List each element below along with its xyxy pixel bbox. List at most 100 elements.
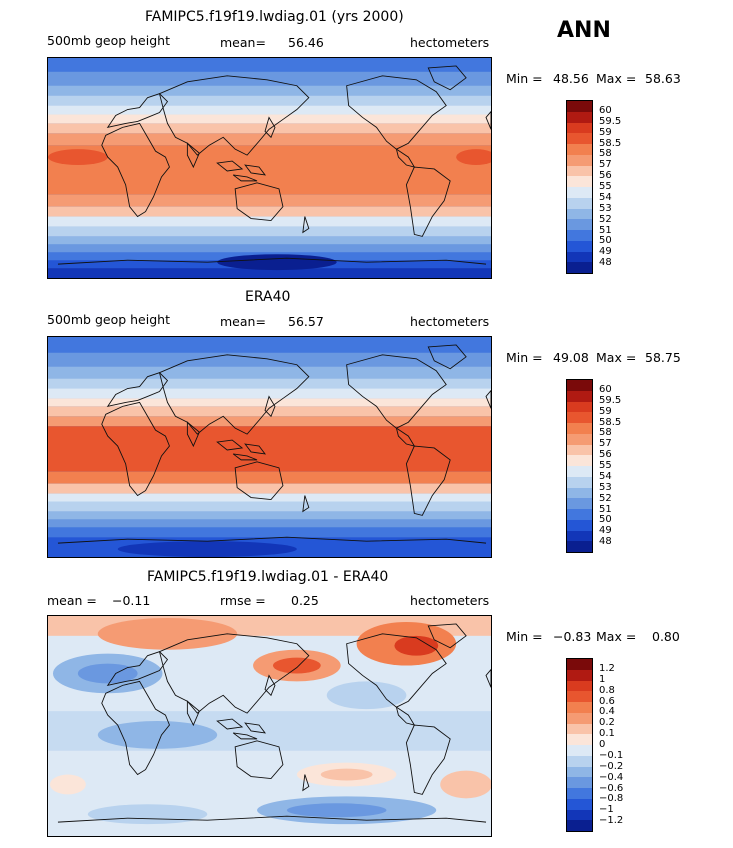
colorbar-tick-label: 53: [599, 202, 612, 214]
colorbar-tick-label: 58: [599, 148, 612, 160]
colorbar-segment: [567, 154, 592, 166]
colorbar-tick-label: 57: [599, 438, 612, 450]
panel2-min-value: 49.08: [553, 350, 589, 365]
colorbar-segment: [567, 498, 592, 509]
panel1-min-value: 48.56: [553, 71, 589, 86]
colorbar-segment: [567, 680, 592, 692]
colorbar-tick-label: 59.5: [599, 115, 622, 127]
colorbar-segment: [567, 165, 592, 177]
colorbar-tick-label: 0.2: [599, 717, 615, 729]
panel2-min-label: Min =: [506, 350, 543, 365]
colorbar-segment: [567, 530, 592, 542]
colorbar-tick-label: 59: [599, 126, 612, 138]
colorbar-segment: [567, 487, 592, 499]
panel3-rmse-value: 0.25: [291, 593, 319, 608]
colorbar-tick-label: 53: [599, 481, 612, 493]
colorbar-segment: [567, 509, 592, 520]
colorbar-tick-label: 59: [599, 405, 612, 417]
panel1-mean-value: 56.46: [288, 35, 324, 50]
colorbar-segment: [567, 659, 592, 670]
colorbar-segment: [567, 777, 592, 788]
colorbar-segment: [567, 702, 592, 713]
colorbar-tick-label: 0.8: [599, 684, 615, 696]
colorbar-tick-label: 1: [599, 673, 606, 685]
colorbar-segment: [567, 798, 592, 810]
panel2-mean-value: 56.57: [288, 314, 324, 329]
colorbar-segment: [567, 788, 592, 799]
colorbar-tick-label: −0.2: [599, 760, 624, 772]
colorbar-tick-label: 50: [599, 235, 612, 247]
panel3-min-label: Min =: [506, 629, 543, 644]
panel2-title: ERA40: [245, 289, 291, 305]
colorbar-tick-label: 50: [599, 514, 612, 526]
colorbar-segment: [567, 433, 592, 445]
panel3-max-label: Max =: [596, 629, 637, 644]
colorbar-segment: [567, 133, 592, 144]
colorbar-tick-label: −0.6: [599, 782, 624, 794]
colorbar-segment: [567, 519, 592, 531]
panel1-map: [47, 57, 492, 279]
colorbar-segment: [567, 541, 592, 552]
colorbar-tick-label: −1.2: [599, 815, 624, 827]
colorbar-segment: [567, 197, 592, 209]
colorbar-segment: [567, 208, 592, 220]
colorbar-segment: [567, 444, 592, 456]
colorbar-tick-label: 58: [599, 427, 612, 439]
panel1-colorbar: [566, 100, 593, 274]
panel3-mean-label: mean =: [47, 593, 97, 608]
colorbar-segment: [567, 230, 592, 241]
panel1-title: FAMIPC5.f19f19.lwdiag.01 (yrs 2000): [145, 9, 404, 25]
colorbar-segment: [567, 122, 592, 134]
season-label: ANN: [557, 18, 611, 43]
colorbar-tick-label: 49: [599, 246, 612, 258]
colorbar-segment: [567, 734, 592, 745]
colorbar-segment: [567, 723, 592, 735]
colorbar-segment: [567, 691, 592, 702]
colorbar-segment: [567, 766, 592, 778]
panel1-variable-label: 500mb geop height: [47, 33, 170, 48]
colorbar-tick-label: 54: [599, 470, 612, 482]
colorbar-tick-label: 56: [599, 449, 612, 461]
panel1-units: hectometers: [410, 35, 490, 50]
colorbar-tick-label: −0.4: [599, 771, 624, 783]
colorbar-tick-label: 0.4: [599, 706, 615, 718]
colorbar-tick-label: −0.8: [599, 793, 624, 805]
colorbar-tick-label: 56: [599, 170, 612, 182]
colorbar-tick-label: 48: [599, 257, 612, 269]
panel1-mean-label: mean=: [220, 35, 266, 50]
panel3-units: hectometers: [410, 593, 490, 608]
colorbar-tick-label: −0.1: [599, 749, 624, 761]
colorbar-tick-label: 51: [599, 224, 612, 236]
colorbar-tick-label: 55: [599, 181, 612, 192]
panel1-max-value: 58.63: [645, 71, 681, 86]
panel3-map: [47, 615, 492, 837]
colorbar-tick-label: 48: [599, 536, 612, 548]
colorbar-tick-label: 60: [599, 383, 612, 395]
colorbar-tick-label: 52: [599, 213, 612, 225]
colorbar-segment: [567, 712, 592, 724]
panel2-mean-label: mean=: [220, 314, 266, 329]
colorbar-segment: [567, 745, 592, 756]
colorbar-tick-label: 49: [599, 525, 612, 537]
colorbar-segment: [567, 669, 592, 681]
colorbar-segment: [567, 466, 592, 477]
colorbar-segment: [567, 412, 592, 423]
panel3-min-value: −0.83: [553, 629, 592, 644]
colorbar-tick-label: 58.5: [599, 416, 622, 428]
colorbar-tick-label: 0: [599, 739, 606, 750]
colorbar-segment: [567, 219, 592, 230]
colorbar-segment: [567, 176, 592, 187]
panel3-mean-value: −0.11: [112, 593, 151, 608]
colorbar-segment: [567, 809, 592, 821]
colorbar-tick-label: 51: [599, 503, 612, 515]
colorbar-segment: [567, 380, 592, 391]
colorbar-tick-label: 0.1: [599, 728, 615, 740]
panel2-variable-label: 500mb geop height: [47, 312, 170, 327]
colorbar-segment: [567, 144, 592, 155]
panel2-max-value: 58.75: [645, 350, 681, 365]
colorbar-segment: [567, 401, 592, 413]
colorbar-tick-label: 52: [599, 492, 612, 504]
colorbar-segment: [567, 390, 592, 402]
panel2-units: hectometers: [410, 314, 490, 329]
panel2-max-label: Max =: [596, 350, 637, 365]
